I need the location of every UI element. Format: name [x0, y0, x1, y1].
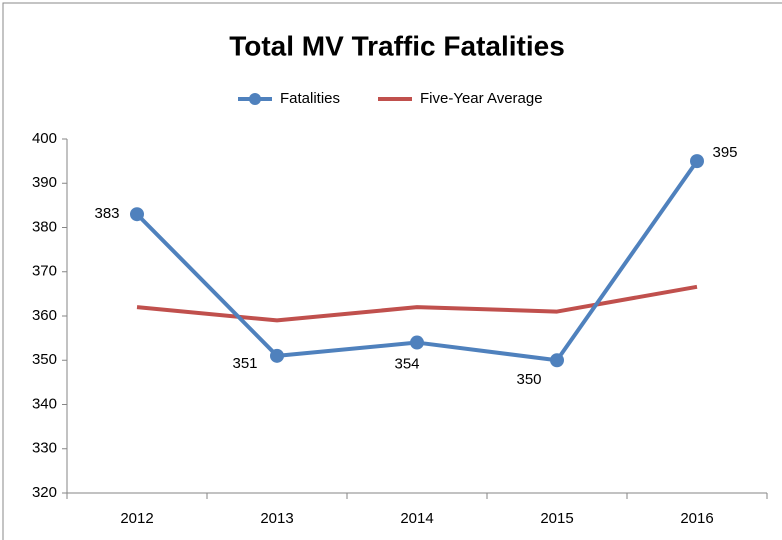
chart-title: Total MV Traffic Fatalities [229, 30, 565, 61]
y-tick-label: 360 [32, 307, 57, 324]
y-tick-label: 350 [32, 351, 57, 368]
x-tick-label: 2015 [540, 510, 573, 527]
x-tick-label: 2013 [260, 510, 293, 527]
point [690, 154, 704, 169]
x-tick-label: 2014 [400, 510, 433, 527]
y-tick-label: 390 [32, 174, 57, 191]
y-tick-label: 380 [32, 218, 57, 235]
point [270, 348, 284, 363]
y-tick-label: 370 [32, 263, 57, 280]
x-tick-label: 2016 [680, 510, 713, 527]
data-label: 383 [94, 205, 119, 222]
data-label: 351 [232, 355, 257, 372]
y-tick-label: 400 [32, 130, 57, 147]
point [410, 335, 424, 350]
data-label: 395 [712, 144, 737, 161]
data-label: 354 [394, 356, 419, 373]
y-tick-label: 330 [32, 440, 57, 457]
y-tick-label: 320 [32, 484, 57, 501]
x-tick-label: 2012 [120, 510, 153, 527]
legend-marker [249, 93, 261, 105]
point [130, 207, 144, 222]
data-label: 350 [516, 371, 541, 388]
legend-label: Five-Year Average [420, 90, 543, 107]
point [550, 353, 564, 368]
legend-label: Fatalities [280, 90, 340, 107]
y-tick-label: 340 [32, 395, 57, 412]
series-line [136, 284, 698, 323]
